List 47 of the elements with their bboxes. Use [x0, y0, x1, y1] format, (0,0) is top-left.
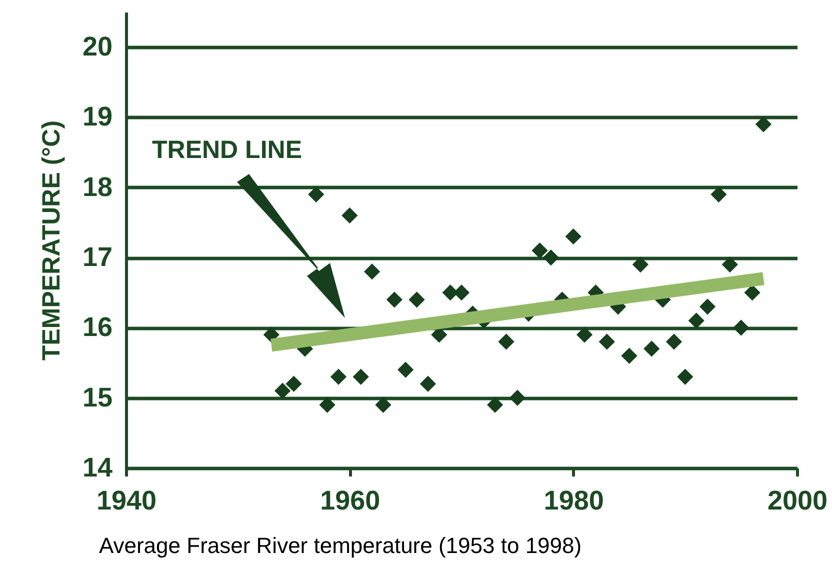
annotation: TREND LINE [152, 136, 302, 164]
point [565, 228, 582, 245]
point [342, 207, 358, 224]
y-tick-label: 20 [82, 32, 112, 62]
point [509, 390, 526, 406]
point [274, 382, 291, 399]
point [308, 186, 324, 202]
y-tick-label: 19 [82, 102, 112, 132]
point [722, 256, 738, 273]
point [319, 396, 336, 413]
point [532, 242, 548, 259]
y-tick-label: 18 [82, 172, 112, 202]
y-axis-title: TEMPERATURE (°C) [37, 120, 66, 361]
point [408, 292, 425, 308]
x-tick-label: 1960 [320, 486, 380, 516]
point [330, 368, 347, 385]
y-tick-label: 16 [82, 312, 112, 342]
point [386, 292, 402, 308]
point [699, 298, 716, 315]
point [755, 116, 772, 132]
point [733, 320, 750, 336]
point [286, 376, 302, 392]
point [621, 348, 638, 364]
point [632, 256, 648, 273]
point [486, 396, 504, 413]
point [576, 326, 593, 343]
point [644, 340, 660, 357]
point [542, 249, 560, 266]
x-tick-label: 2000 [767, 486, 828, 516]
point [398, 362, 414, 378]
point [420, 376, 436, 392]
point [710, 186, 727, 202]
y-tick-label: 15 [82, 382, 112, 412]
point [677, 368, 694, 385]
y-tick-label: 14 [82, 452, 112, 482]
x-tick-label: 1980 [544, 486, 604, 516]
x-tick-label: 1940 [96, 486, 157, 516]
y-tick-label: 17 [82, 242, 112, 272]
point [498, 334, 514, 350]
point [666, 334, 682, 350]
point [352, 368, 369, 385]
point [375, 396, 392, 413]
text: Average Fraser River temperature (1953 to 1998) [98, 533, 582, 558]
point [688, 312, 704, 329]
point [364, 264, 380, 280]
point [598, 334, 615, 350]
point [744, 284, 760, 301]
